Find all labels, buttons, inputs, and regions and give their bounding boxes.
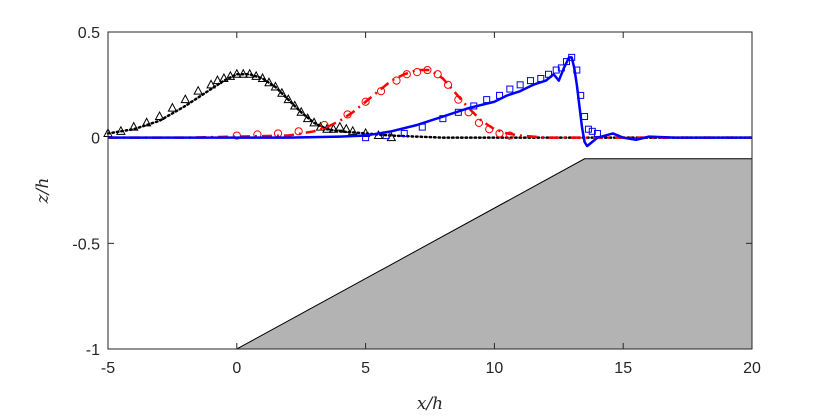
x-tick-label: 5 — [361, 360, 370, 377]
data-point-circle — [294, 127, 303, 136]
data-point-triangle — [193, 85, 203, 95]
data-point-circle — [361, 97, 370, 106]
data-point-circle — [343, 110, 352, 119]
data-point-square — [526, 77, 534, 85]
data-point-square — [516, 81, 524, 89]
data-point-circle — [443, 80, 453, 89]
data-point-square — [563, 58, 571, 66]
data-point-circle — [505, 131, 514, 140]
data-point-square — [573, 66, 581, 74]
series-line — [108, 68, 752, 139]
data-point-circle — [376, 87, 386, 96]
data-point-square — [557, 64, 565, 72]
data-point-triangle — [341, 123, 352, 133]
data-point-triangle — [270, 81, 281, 91]
bathymetry-layer — [108, 158, 753, 350]
series-red-circle-markers — [232, 65, 514, 140]
data-point-triangle — [283, 94, 294, 104]
data-point-triangle — [309, 117, 319, 127]
data-point-square — [400, 129, 408, 137]
data-point-square — [568, 53, 576, 61]
data-point-square — [581, 113, 589, 121]
y-axis-label: z/h — [33, 178, 53, 205]
data-point-square — [496, 91, 504, 99]
data-point-square — [552, 66, 560, 74]
series-black-triangle-markers — [103, 68, 397, 142]
bathymetry-fill — [236, 158, 753, 349]
data-point-triangle — [154, 110, 165, 121]
series-line — [108, 56, 752, 148]
x-tick-label: 0 — [232, 360, 241, 377]
data-point-triangle — [296, 106, 307, 116]
series-line — [106, 73, 754, 139]
x-tick-label: -5 — [101, 360, 115, 377]
data-point-triangle — [315, 121, 326, 131]
y-tick-label: 0 — [91, 131, 100, 148]
x-tick-label: 20 — [743, 360, 761, 377]
data-point-circle — [320, 120, 329, 130]
data-point-square — [577, 91, 585, 99]
data-point-square — [439, 115, 447, 123]
data-point-triangle — [257, 72, 268, 82]
data-point-triangle — [225, 70, 236, 80]
data-point-triangle — [251, 70, 261, 80]
data-point-triangle — [289, 100, 300, 110]
data-point-circle — [485, 125, 494, 134]
data-point-triangle — [328, 123, 339, 133]
data-point-circle — [423, 65, 432, 75]
axes-box — [107, 31, 753, 350]
series-red-dashdot — [108, 68, 752, 139]
series-layer — [103, 53, 754, 148]
data-point-circle — [232, 131, 241, 140]
data-point-triangle — [231, 68, 242, 78]
y-tick-label: -1 — [86, 342, 100, 359]
data-point-circle — [495, 129, 504, 138]
data-point-square — [454, 108, 462, 116]
series-blue-solid — [108, 56, 752, 148]
data-point-triangle — [219, 72, 229, 82]
data-point-triangle — [302, 113, 313, 123]
data-point-triangle — [167, 102, 178, 112]
x-tick-label: 10 — [486, 360, 504, 377]
data-point-square — [483, 96, 491, 104]
data-point-circle — [392, 76, 401, 85]
ticks-layer: -5 0 5 10 15 20 -1 -0.5 0 0.5 — [72, 25, 761, 377]
data-point-triangle — [335, 121, 345, 131]
data-point-square — [382, 132, 390, 140]
data-point-square — [588, 127, 596, 135]
data-point-square — [470, 102, 478, 110]
data-point-circle — [474, 118, 484, 127]
data-point-triangle — [128, 121, 139, 131]
data-point-circle — [433, 70, 442, 79]
data-point-triangle — [347, 125, 358, 135]
data-point-triangle — [116, 125, 126, 135]
x-axis-label: x/h — [417, 394, 443, 414]
data-point-square — [506, 85, 514, 93]
series-black-dotted — [106, 73, 754, 139]
y-tick-label: 0.5 — [78, 25, 100, 42]
data-point-triangle — [238, 68, 249, 78]
data-point-circle — [413, 68, 422, 77]
data-point-circle — [402, 70, 411, 79]
data-point-triangle — [141, 117, 152, 127]
data-point-square — [593, 129, 601, 137]
data-point-square — [544, 70, 552, 78]
x-tick-label: 15 — [614, 360, 632, 377]
data-point-square — [537, 74, 545, 82]
y-tick-label: -0.5 — [72, 236, 100, 253]
data-point-triangle — [180, 94, 191, 104]
data-point-triangle — [277, 87, 287, 97]
data-point-triangle — [244, 68, 255, 78]
data-point-square — [418, 123, 426, 131]
data-point-square — [584, 125, 592, 133]
series-blue-square-markers — [362, 53, 601, 142]
data-point-triangle — [212, 75, 223, 85]
data-point-triangle — [264, 77, 274, 87]
data-point-square — [362, 134, 370, 142]
data-point-circle — [454, 95, 463, 104]
